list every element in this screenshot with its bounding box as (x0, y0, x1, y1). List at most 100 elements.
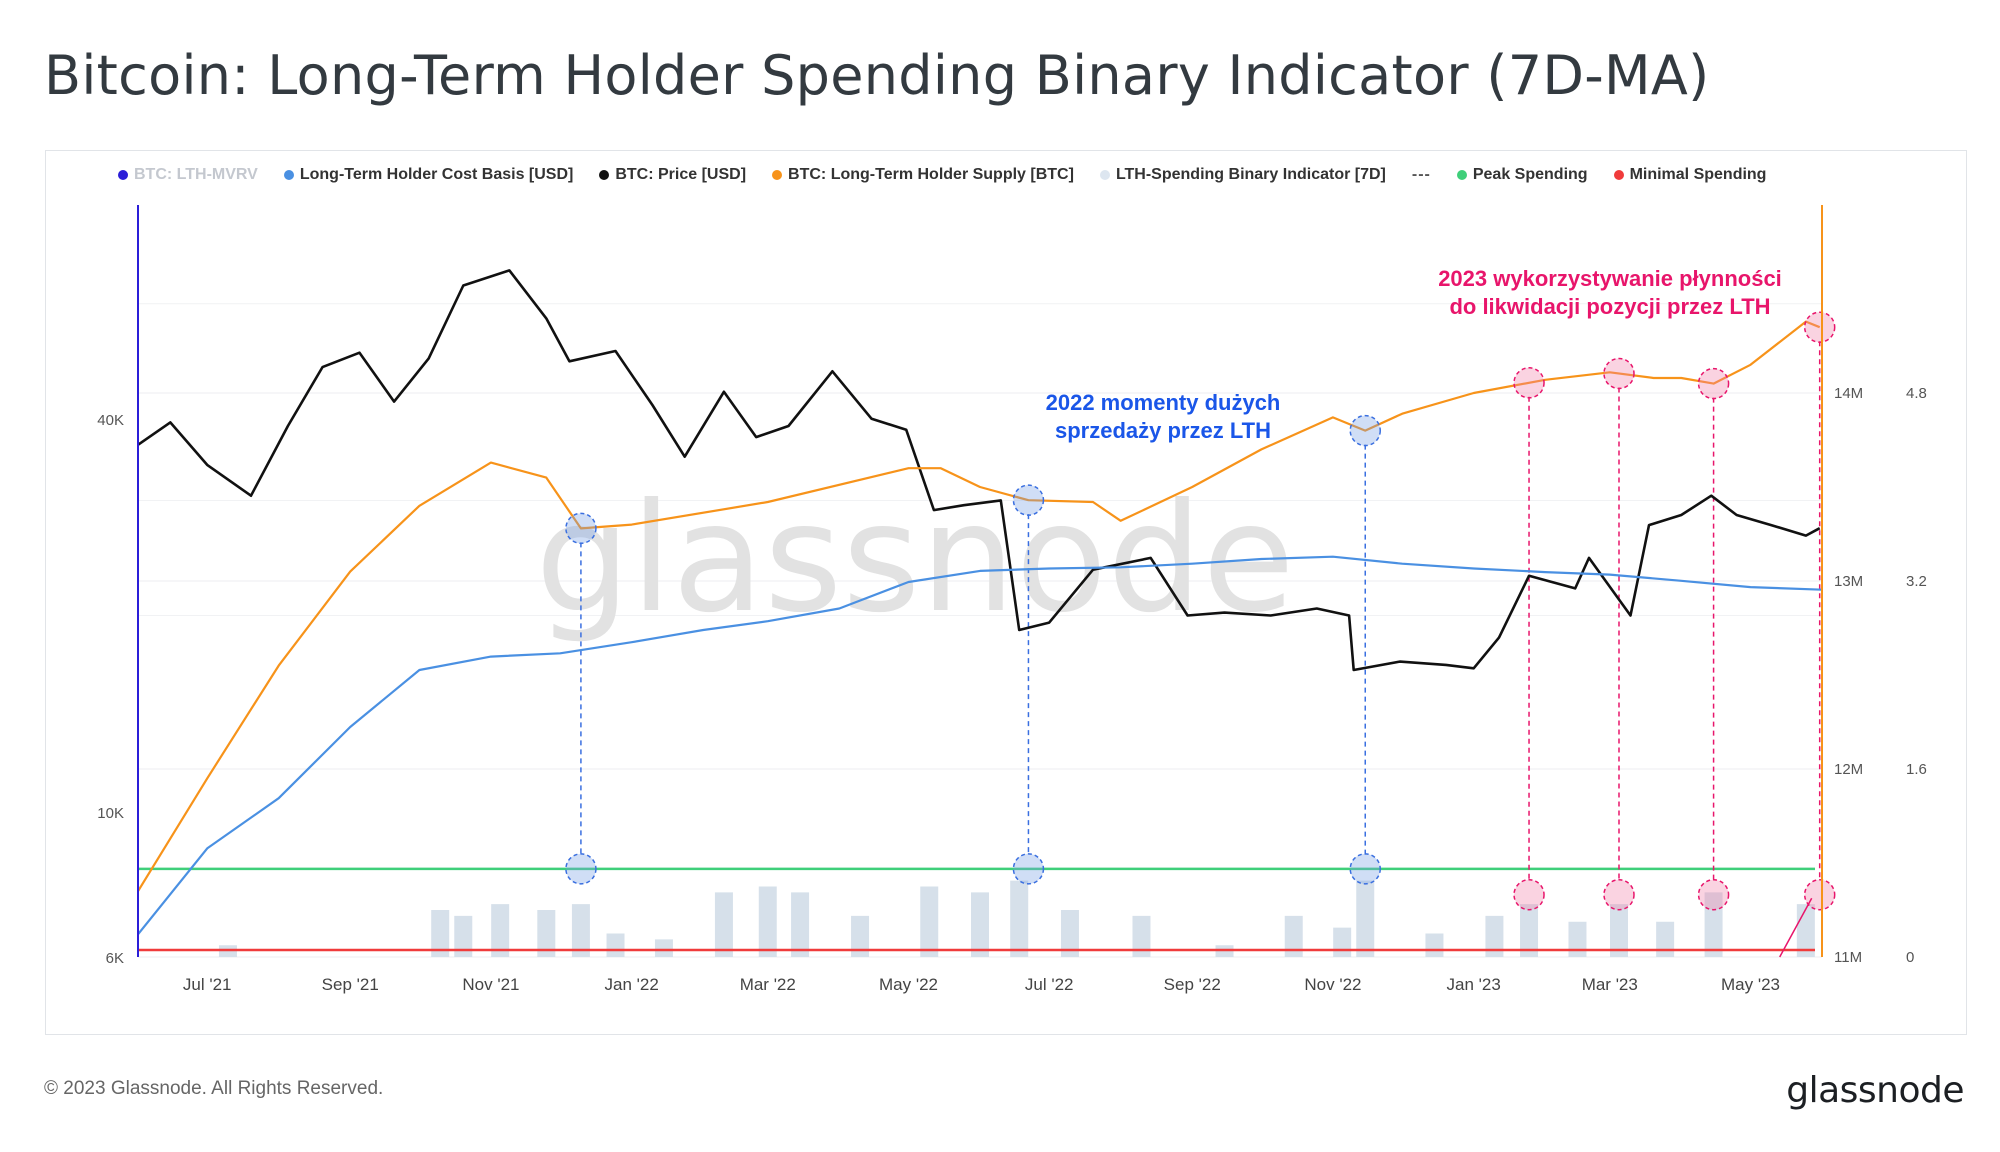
indicator-bars (218, 880, 1815, 957)
x-tick-label: Mar '22 (740, 975, 796, 994)
indicator-bar (758, 886, 777, 957)
x-tick-label: Nov '21 (462, 975, 519, 994)
indicator-bar (537, 910, 556, 957)
reference-lines (138, 867, 1815, 952)
highlight-circle (1803, 311, 1836, 343)
annotation-arrow (1779, 897, 1813, 958)
annotation-blue-line1: 2022 momenty dużych (1046, 390, 1281, 415)
legend-dot-minimal (1613, 170, 1624, 180)
highlight-circle (1803, 878, 1836, 911)
indicator-bar (431, 910, 450, 957)
y-mvrv-tick-label: 0 (1906, 949, 1914, 966)
highlight-lines (580, 341, 1821, 881)
x-tick-label: Sep '21 (322, 975, 379, 994)
x-tick-label: Jul '22 (1025, 975, 1074, 994)
footer-logo: glassnode (1786, 1070, 1964, 1111)
series-line (137, 555, 1823, 935)
series-line (137, 269, 1821, 672)
chart-frame (45, 150, 1967, 1035)
legend-label-minimal: Minimal Spending (1629, 166, 1767, 183)
highlight-circle (1349, 414, 1381, 447)
legend-item-cost-basis[interactable]: Long-Term Holder Cost Basis [USD] (283, 166, 574, 184)
x-tick-label: Sep '22 (1164, 975, 1221, 994)
highlight-circle (565, 512, 597, 545)
indicator-bar (1284, 915, 1303, 957)
legend-dot-peak (1456, 170, 1467, 180)
axes: Jul '21 Sep '21 Nov '21 Jan '22 Mar '22 May '… (97, 205, 1927, 994)
y-mvrv-tick-label: 4.8 (1906, 385, 1927, 402)
series-line (137, 320, 1821, 892)
y-supply-tick-label: 11M (1834, 949, 1862, 966)
grid-lines (138, 303, 1822, 958)
indicator-bar (1060, 910, 1079, 957)
indicator-bar (1609, 904, 1628, 957)
indicator-bar (1485, 915, 1504, 957)
watermark: glassnode (535, 472, 1294, 646)
indicator-bar (851, 915, 870, 957)
annotations: 2022 momenty dużych sprzedaży przez LTH … (1046, 266, 1782, 443)
indicator-bar (1356, 880, 1375, 957)
x-tick-label: Jan '23 (1447, 975, 1501, 994)
indicator-bar (1010, 880, 1029, 957)
y-supply-tick-label: 13M (1834, 573, 1863, 590)
legend-dot-price (599, 170, 610, 180)
legend-label-indicator: LTH-Spending Binary Indicator [7D] (1115, 166, 1386, 183)
annotation-blue-line2: sprzedaży przez LTH (1055, 418, 1271, 443)
legend-item-peak[interactable]: Peak Spending (1456, 166, 1588, 184)
indicator-bar (1132, 915, 1151, 957)
indicator-bar (1656, 921, 1675, 957)
highlight-circle (1603, 357, 1635, 390)
highlight-circle (1012, 484, 1045, 516)
legend-label-peak: Peak Spending (1472, 166, 1588, 183)
legend-label-lth-mvrv: BTC: LTH-MVRV (134, 166, 258, 183)
indicator-bar (1568, 921, 1587, 957)
indicator-bar (571, 904, 590, 957)
y-mvrv-tick-label: 1.6 (1906, 761, 1927, 778)
x-tick-label: Jul '21 (183, 975, 232, 994)
legend-dot-indicator (1099, 170, 1110, 180)
legend-item-lth-mvrv[interactable]: BTC: LTH-MVRV (118, 166, 258, 184)
highlight-circle (1697, 367, 1730, 400)
y-supply-tick-label: 14M (1834, 385, 1863, 402)
x-tick-label: Jan '22 (605, 975, 659, 994)
indicator-bar (454, 915, 473, 957)
indicator-bar (1333, 927, 1352, 957)
legend-item-minimal[interactable]: Minimal Spending (1613, 166, 1767, 184)
y-left-tick-label: 10K (97, 805, 124, 822)
legend-dot-lth-mvrv (118, 170, 128, 180)
x-tick-label: May '22 (879, 975, 938, 994)
highlight-circle (1697, 878, 1730, 911)
y-supply-tick-label: 12M (1834, 761, 1863, 778)
legend-item-indicator[interactable]: LTH-Spending Binary Indicator [7D] (1099, 166, 1386, 184)
legend-item-supply[interactable]: BTC: Long-Term Holder Supply [BTC] (772, 166, 1074, 184)
legend-label-price: BTC: Price [USD] (615, 166, 747, 183)
highlight-circle (1513, 367, 1545, 399)
highlight-markers (565, 311, 1836, 958)
indicator-bar (606, 933, 625, 957)
highlight-circle (1012, 853, 1045, 885)
indicator-bar (1520, 904, 1539, 957)
highlight-circle (1349, 853, 1381, 885)
annotation-pink-line1: 2023 wykorzystywanie płynności (1438, 266, 1782, 291)
x-tick-label: Mar '23 (1582, 975, 1638, 994)
series-lines (137, 269, 1823, 935)
indicator-bar (714, 892, 733, 957)
legend-dot-cost-basis (283, 170, 294, 180)
page-title: Bitcoin: Long-Term Holder Spending Binar… (44, 44, 1710, 107)
legend-label-supply: BTC: Long-Term Holder Supply [BTC] (788, 166, 1074, 183)
indicator-bar (491, 904, 510, 957)
footer-copyright: © 2023 Glassnode. All Rights Reserved. (44, 1078, 384, 1099)
indicator-bar (791, 892, 810, 957)
highlight-circle (1603, 878, 1635, 911)
x-tick-label: Nov '22 (1304, 975, 1361, 994)
annotation-pink-line2: do likwidacji pozycji przez LTH (1449, 294, 1770, 319)
legend-label-cost-basis: Long-Term Holder Cost Basis [USD] (299, 166, 574, 183)
indicator-bar (654, 939, 673, 957)
legend-item-price[interactable]: BTC: Price [USD] (599, 166, 746, 184)
y-left-tick-label: 6K (106, 950, 124, 967)
legend-item-separator: --- (1412, 166, 1431, 184)
y-mvrv-tick-label: 3.2 (1906, 573, 1927, 590)
legend-dot-supply (772, 170, 783, 180)
legend-separator: --- (1411, 166, 1431, 183)
